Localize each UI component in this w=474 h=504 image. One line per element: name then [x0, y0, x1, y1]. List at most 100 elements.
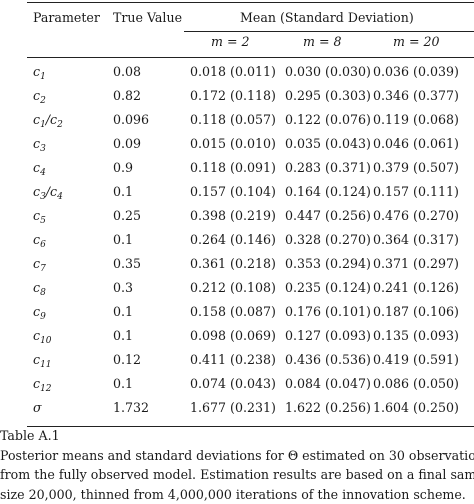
table-caption: Table A.1 Posterior means and standard d… — [0, 426, 474, 504]
true-value-cell: 0.3 — [113, 276, 133, 300]
param-cell: c1/c2 — [33, 108, 63, 132]
header-m2: m = 2 — [211, 30, 250, 54]
param-cell: c9 — [33, 300, 46, 324]
true-value-cell: 0.096 — [113, 108, 149, 132]
m8-cell: 0.295 (0.303) — [285, 84, 371, 108]
m8-cell: 0.353 (0.294) — [285, 252, 371, 276]
true-value-cell: 0.1 — [113, 228, 133, 252]
table-row: c1/c2 0.096 0.118 (0.057) 0.122 (0.076)0.11… — [27, 108, 474, 132]
m8-cell: 0.235 (0.124) — [285, 276, 371, 300]
param-cell: c12 — [33, 372, 52, 396]
top-rule — [27, 2, 474, 3]
m8-cell: 0.122 (0.076) — [285, 108, 371, 132]
true-value-cell: 0.08 — [113, 60, 141, 84]
m2-cell: 0.264 (0.146) — [190, 228, 276, 252]
m2-cell: 0.118 (0.091) — [190, 156, 276, 180]
header-parameter: Parameter — [33, 6, 100, 30]
m20-cell: 0.187 (0.106) — [373, 300, 459, 324]
m20-cell: 0.157 (0.111) — [373, 180, 459, 204]
param-cell: c3/c4 — [33, 180, 63, 204]
table-row: c1 0.08 0.018 (0.011) 0.030 (0.030)0.036 (0… — [27, 60, 474, 84]
m20-cell: 0.135 (0.093) — [373, 324, 459, 348]
m20-cell: 1.604 (0.250) — [373, 396, 459, 420]
header-row: Parameter True Value Mean (Standard Devi… — [27, 6, 474, 30]
true-value-cell: 0.12 — [113, 348, 141, 372]
true-value-cell: 0.82 — [113, 84, 141, 108]
caption-line-2: from the fully observed model. Estimatio… — [0, 465, 474, 485]
m8-cell: 0.176 (0.101) — [285, 300, 371, 324]
param-cell: c5 — [33, 204, 46, 228]
header-true-value: True Value — [113, 6, 182, 30]
m2-cell: 1.677 (0.231) — [190, 396, 276, 420]
m2-cell: 0.212 (0.108) — [190, 276, 276, 300]
m8-cell: 0.035 (0.043) — [285, 132, 371, 156]
m20-cell: 0.476 (0.270) — [373, 204, 459, 228]
table-row: c10 0.1 0.098 (0.069) 0.127 (0.093)0.135 (0… — [27, 324, 474, 348]
m20-cell: 0.046 (0.061) — [373, 132, 459, 156]
caption-line-1: Posterior means and standard deviations … — [0, 446, 474, 466]
param-cell: c6 — [33, 228, 46, 252]
m20-cell: 0.086 (0.050) — [373, 372, 459, 396]
param-cell: c1 — [33, 60, 46, 84]
caption-label: Table A.1 — [0, 426, 474, 446]
m2-cell: 0.158 (0.087) — [190, 300, 276, 324]
m2-cell: 0.015 (0.010) — [190, 132, 276, 156]
param-cell: c8 — [33, 276, 46, 300]
m2-cell: 0.172 (0.118) — [190, 84, 276, 108]
m8-cell: 0.283 (0.371) — [285, 156, 371, 180]
m2-cell: 0.074 (0.043) — [190, 372, 276, 396]
table-row: c3 0.09 0.015 (0.010) 0.035 (0.043)0.046 (0… — [27, 132, 474, 156]
m20-cell: 0.371 (0.297) — [373, 252, 459, 276]
table-row: c3/c4 0.1 0.157 (0.104) 0.164 (0.124)0.157 … — [27, 180, 474, 204]
m8-cell: 0.164 (0.124) — [285, 180, 371, 204]
table-row: c2 0.82 0.172 (0.118) 0.295 (0.303)0.346 (0… — [27, 84, 474, 108]
table-row: c9 0.1 0.158 (0.087) 0.176 (0.101)0.187 (0.… — [27, 300, 474, 324]
true-value-cell: 1.732 — [113, 396, 149, 420]
m20-cell: 0.364 (0.317) — [373, 228, 459, 252]
m8-cell: 0.328 (0.270) — [285, 228, 371, 252]
m8-cell: 0.030 (0.030) — [285, 60, 371, 84]
header-m8: m = 8 — [303, 30, 342, 54]
true-value-cell: 0.9 — [113, 156, 133, 180]
param-cell: c7 — [33, 252, 46, 276]
m20-cell: 0.346 (0.377) — [373, 84, 459, 108]
true-value-cell: 0.1 — [113, 300, 133, 324]
table-row: c8 0.3 0.212 (0.108) 0.235 (0.124)0.241 (0.… — [27, 276, 474, 300]
m20-cell: 0.119 (0.068) — [373, 108, 459, 132]
table-row: c7 0.35 0.361 (0.218) 0.353 (0.294)0.371 (0… — [27, 252, 474, 276]
m2-cell: 0.118 (0.057) — [190, 108, 276, 132]
param-cell: c4 — [33, 156, 46, 180]
m8-cell: 0.127 (0.093) — [285, 324, 371, 348]
true-value-cell: 0.09 — [113, 132, 141, 156]
param-cell: c10 — [33, 324, 52, 348]
true-value-cell: 0.1 — [113, 180, 133, 204]
param-cell: σ — [33, 396, 42, 420]
m8-cell: 1.622 (0.256) — [285, 396, 371, 420]
m8-cell: 0.447 (0.256) — [285, 204, 371, 228]
subheader-row: m = 2 m = 8 m = 20 — [27, 30, 474, 54]
m2-cell: 0.398 (0.219) — [190, 204, 276, 228]
m2-cell: 0.361 (0.218) — [190, 252, 276, 276]
m20-cell: 0.036 (0.039) — [373, 60, 459, 84]
m20-cell: 0.419 (0.591) — [373, 348, 459, 372]
m20-cell: 0.241 (0.126) — [373, 276, 459, 300]
m2-cell: 0.411 (0.238) — [190, 348, 276, 372]
header-mean-sd: Mean (Standard Deviation) — [240, 6, 414, 30]
true-value-cell: 0.1 — [113, 324, 133, 348]
m8-cell: 0.084 (0.047) — [285, 372, 371, 396]
true-value-cell: 0.35 — [113, 252, 141, 276]
header-m20: m = 20 — [393, 30, 440, 54]
m2-cell: 0.018 (0.011) — [190, 60, 276, 84]
caption-line-3: size 20,000, thinned from 4,000,000 iter… — [0, 485, 474, 504]
param-cell: c11 — [33, 348, 52, 372]
table-row: c11 0.12 0.411 (0.238) 0.436 (0.536)0.419 (… — [27, 348, 474, 372]
m2-cell: 0.157 (0.104) — [190, 180, 276, 204]
table-row: σ 1.732 1.677 (0.231) 1.622 (0.256)1.604 (0… — [27, 396, 474, 420]
m8-cell: 0.436 (0.536) — [285, 348, 371, 372]
param-cell: c2 — [33, 84, 46, 108]
param-cell: c3 — [33, 132, 46, 156]
m2-cell: 0.098 (0.069) — [190, 324, 276, 348]
